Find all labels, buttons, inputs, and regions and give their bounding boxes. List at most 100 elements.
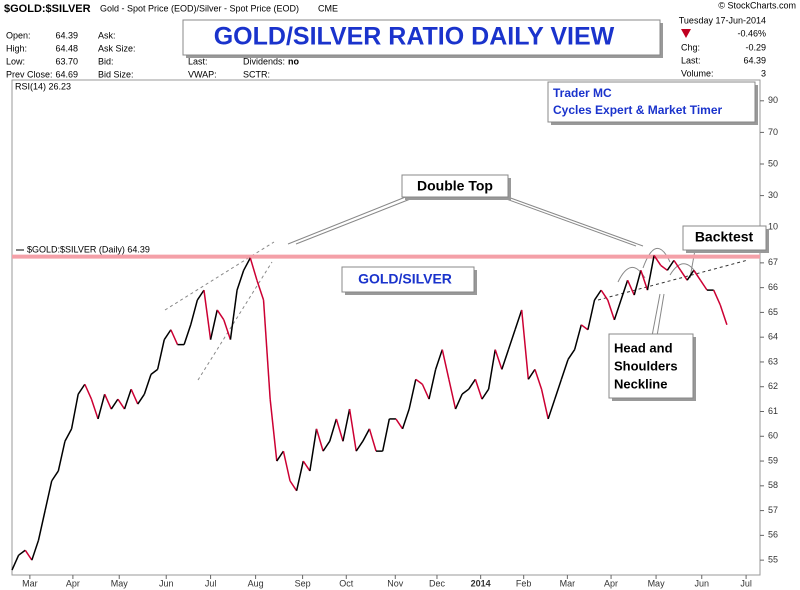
line-segment xyxy=(203,290,212,340)
line-segment xyxy=(84,383,93,400)
line-segment xyxy=(123,388,132,410)
line-segment xyxy=(44,480,53,511)
line-segment xyxy=(329,418,338,442)
line-segment xyxy=(243,257,251,271)
quote-label: Ask: xyxy=(98,30,116,40)
line-segment xyxy=(607,299,616,321)
line-segment xyxy=(494,349,503,370)
line-segment xyxy=(381,418,391,452)
pair-label: GOLD/SILVER xyxy=(358,271,452,287)
line-segment xyxy=(64,428,73,442)
line-segment xyxy=(673,259,682,271)
line-segment xyxy=(11,554,20,571)
callout-line xyxy=(295,195,419,245)
y-tick-label: 56 xyxy=(768,530,778,540)
quote-table: Open: 64.39 High: 64.48 Low: 63.70 Prev … xyxy=(6,15,766,79)
y-tick-label: 57 xyxy=(768,505,778,515)
plot: 10 30 50 70 90 55 56 57 58 59 60 61 62 63 64 65 66 67 Mar A… xyxy=(11,95,778,588)
line-segment xyxy=(130,388,139,405)
x-tick-label: Apr xyxy=(604,578,618,588)
y-tick-label: 62 xyxy=(768,381,778,391)
rsi-tick-label: 30 xyxy=(768,190,778,200)
line-segment xyxy=(481,388,490,400)
callout-line xyxy=(497,195,637,247)
y-tick-label: 66 xyxy=(768,282,778,292)
line-segment xyxy=(415,378,423,385)
line-segment xyxy=(322,440,331,452)
line-segment xyxy=(315,428,324,452)
line-segment xyxy=(289,480,298,492)
quote-label: Open: xyxy=(6,30,31,40)
quote-label: Low: xyxy=(6,56,25,66)
line-segment xyxy=(487,349,496,390)
annotation-box xyxy=(608,333,694,399)
y-tick-label: 59 xyxy=(768,455,778,465)
line-segment xyxy=(712,289,721,306)
symbol: $GOLD:$SILVER xyxy=(4,3,91,15)
line-segment xyxy=(249,257,258,281)
line-segment xyxy=(441,349,450,380)
line-segment xyxy=(31,540,40,561)
rsi-tick-label: 70 xyxy=(768,127,778,137)
title-box xyxy=(182,19,661,56)
line-segment xyxy=(229,290,238,340)
line-segment xyxy=(37,510,46,541)
line-segment xyxy=(90,398,99,420)
line-segment xyxy=(547,398,556,420)
backtest-label: Backtest xyxy=(695,229,754,245)
line-segment xyxy=(368,428,377,452)
callout-line xyxy=(656,293,665,337)
line-segment xyxy=(103,393,112,410)
line-segment xyxy=(527,368,536,380)
line-segment xyxy=(216,309,225,321)
line-segment xyxy=(660,264,668,271)
line-segment xyxy=(362,428,371,442)
quote-value: 3 xyxy=(761,68,766,78)
line-segment xyxy=(434,349,443,370)
quote-label: Chg: xyxy=(681,42,700,52)
quote-value: 64.48 xyxy=(55,43,78,53)
line-segment xyxy=(143,374,152,395)
neckline-label: Shoulders xyxy=(614,358,678,373)
line-segment xyxy=(223,319,232,340)
line-segment xyxy=(401,408,410,430)
line-segment xyxy=(626,279,635,296)
line-segment xyxy=(719,304,728,326)
x-tick-label: Aug xyxy=(248,578,264,588)
line-segment xyxy=(295,460,304,491)
line-segment xyxy=(170,329,179,345)
line-segment xyxy=(428,369,437,400)
line-segment xyxy=(534,369,543,390)
line-segment xyxy=(309,428,318,472)
quote-label: Dividends: xyxy=(243,56,285,66)
y-tick-label: 67 xyxy=(768,257,778,267)
callout-line xyxy=(504,195,644,247)
plot-frame xyxy=(11,79,761,576)
line-segment xyxy=(137,393,146,405)
rsi-tick-label: 50 xyxy=(768,158,778,168)
x-tick-label: Mar xyxy=(560,578,576,588)
line-segment xyxy=(593,289,602,301)
annotation-box xyxy=(341,266,475,293)
quote-label: Bid: xyxy=(98,56,114,66)
line-segment xyxy=(256,279,265,301)
x-tick-label: May xyxy=(648,578,666,588)
line-segment xyxy=(355,440,364,452)
change-pct: -0.46% xyxy=(737,28,766,38)
line-segment xyxy=(348,408,357,452)
line-segment xyxy=(573,324,582,350)
quote-label: VWAP: xyxy=(188,69,217,79)
line-segment xyxy=(554,379,563,400)
quote-value: 64.69 xyxy=(55,69,78,79)
line-segment xyxy=(117,398,126,410)
quote-label: Prev Close: xyxy=(6,69,53,79)
line-segment xyxy=(468,378,476,390)
line-segment xyxy=(653,255,662,266)
down-arrow xyxy=(681,29,691,38)
line-segment xyxy=(613,299,622,321)
line-segment xyxy=(183,324,192,345)
rsi-label: RSI(14) 26.23 xyxy=(15,81,71,91)
author: Trader MC xyxy=(553,86,612,100)
line-segment xyxy=(600,289,609,301)
